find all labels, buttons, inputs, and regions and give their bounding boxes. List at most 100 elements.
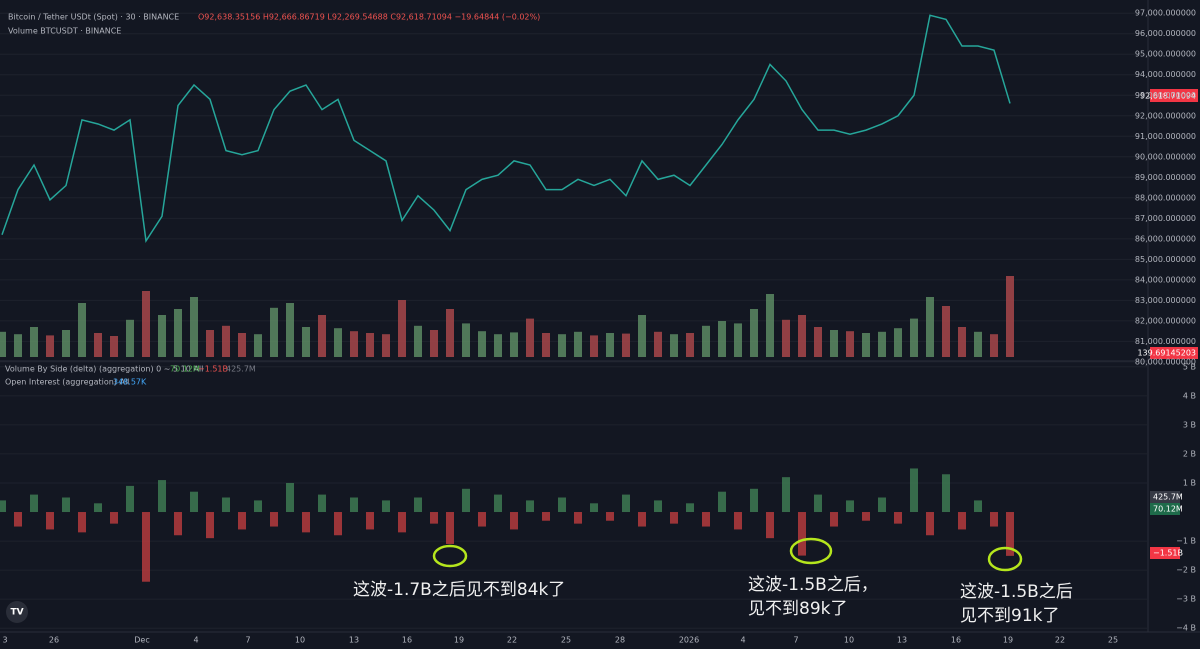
delta-bar bbox=[654, 500, 662, 513]
delta-bar bbox=[126, 485, 134, 513]
y-tick-label: 90,000.000000 bbox=[1135, 152, 1196, 161]
grid bbox=[0, 12, 1148, 629]
delta-bar bbox=[670, 512, 678, 524]
volume-bar bbox=[142, 291, 150, 357]
delta-bar bbox=[494, 494, 502, 513]
delta-bar bbox=[318, 494, 326, 513]
delta-bar bbox=[862, 512, 870, 521]
annotation: 这波-1.5B之后 bbox=[960, 582, 1073, 602]
annotation: 这波-1.5B之后， bbox=[748, 575, 878, 595]
volume-bar bbox=[574, 331, 582, 357]
volume-bar bbox=[702, 325, 710, 357]
delta-bar bbox=[766, 512, 774, 539]
volume-bar bbox=[366, 333, 374, 357]
delta-bar bbox=[270, 512, 278, 527]
delta-bar bbox=[366, 512, 374, 530]
y-tick-label: 94,000.000000 bbox=[1135, 70, 1196, 79]
price-badge-text: 92,618.71094 bbox=[1140, 92, 1196, 101]
delta-bar bbox=[286, 482, 294, 513]
y-tick-label: −2 B bbox=[1176, 566, 1196, 575]
volume-bar bbox=[878, 331, 886, 357]
delta-bar bbox=[30, 494, 38, 513]
volume-bar bbox=[686, 333, 694, 357]
volume-bar bbox=[78, 303, 86, 357]
delta-bar bbox=[558, 497, 566, 513]
delta-bar bbox=[430, 512, 438, 524]
delta-bar bbox=[398, 512, 406, 533]
y-tick-label: 95,000.000000 bbox=[1135, 50, 1196, 59]
x-tick-label: 25 bbox=[1108, 636, 1118, 645]
volume-bar bbox=[430, 330, 438, 357]
volume-label[interactable]: Volume BTCUSDT · BINANCE bbox=[8, 27, 121, 36]
delta-bar bbox=[782, 477, 790, 513]
x-tick-label: 22 bbox=[1055, 636, 1065, 645]
volume-bar bbox=[942, 306, 950, 357]
delta-bar bbox=[382, 500, 390, 513]
x-tick-label: 10 bbox=[844, 636, 854, 645]
y-tick-label: 80,000.000000 bbox=[1135, 357, 1196, 366]
volume-bar bbox=[606, 333, 614, 357]
x-tick-label: 13 bbox=[349, 636, 359, 645]
delta-bar bbox=[238, 512, 246, 530]
delta-bar bbox=[334, 512, 342, 536]
y-tick-label: 97,000.000000 bbox=[1135, 9, 1196, 18]
y-tick-label: 87,000.000000 bbox=[1135, 214, 1196, 223]
volume-badge-text: 139.69145203 bbox=[1137, 349, 1196, 358]
volume-bar bbox=[414, 325, 422, 357]
delta-badge-text: −1.51B bbox=[1153, 549, 1183, 558]
volume-bar bbox=[894, 328, 902, 357]
volume-bar bbox=[814, 327, 822, 357]
y-tick-label: 84,000.000000 bbox=[1135, 275, 1196, 284]
delta-bar bbox=[702, 512, 710, 527]
y-tick-label: 1 B bbox=[1183, 478, 1196, 487]
delta-bar bbox=[94, 503, 102, 513]
symbol[interactable]: Bitcoin / Tether USDt (Spot) · 30 · BINA… bbox=[8, 13, 179, 22]
volume-bar bbox=[670, 334, 678, 357]
delta-bar bbox=[0, 500, 6, 513]
delta-bar bbox=[526, 500, 534, 513]
volume-bar bbox=[382, 334, 390, 357]
y-tick-label: 4 B bbox=[1183, 391, 1196, 400]
delta-label[interactable]: Volume By Side (delta) (aggregation) 0 ~… bbox=[5, 365, 203, 374]
volume-bar bbox=[126, 319, 134, 357]
marks bbox=[0, 14, 1014, 582]
volume-bar bbox=[94, 333, 102, 357]
x-tick-label: 3 bbox=[2, 636, 7, 645]
delta-bar bbox=[734, 512, 742, 530]
oi-label[interactable]: Open Interest (aggregation) All bbox=[5, 378, 129, 387]
volume-bar bbox=[782, 319, 790, 357]
delta-bar bbox=[190, 491, 198, 513]
volume-bar bbox=[910, 318, 918, 357]
delta-bar bbox=[302, 512, 310, 533]
x-tick-label: 26 bbox=[49, 636, 59, 645]
volume-bar bbox=[302, 327, 310, 357]
delta-value: −1.51B bbox=[198, 365, 228, 374]
y-tick-label: 81,000.000000 bbox=[1135, 337, 1196, 346]
volume-bar bbox=[718, 321, 726, 357]
x-tick-label: 25 bbox=[561, 636, 571, 645]
x-tick-label: 22 bbox=[507, 636, 517, 645]
volume-bar bbox=[14, 334, 22, 357]
volume-bar bbox=[734, 323, 742, 357]
volume-bar bbox=[158, 315, 166, 357]
volume-bar bbox=[206, 330, 214, 357]
delta-bar bbox=[110, 512, 118, 524]
svg-text:TV: TV bbox=[10, 608, 23, 618]
delta-bar bbox=[974, 500, 982, 513]
delta-bar bbox=[14, 512, 22, 527]
annotation: 见不到89k了 bbox=[748, 599, 847, 619]
delta-bar bbox=[622, 494, 630, 513]
y-tick-label: 85,000.000000 bbox=[1135, 255, 1196, 264]
delta-bar bbox=[350, 497, 358, 513]
delta-bar bbox=[462, 488, 470, 513]
x-tick-label: 4 bbox=[193, 636, 198, 645]
annotation: 这波-1.7B之后见不到84k了 bbox=[353, 580, 565, 600]
x-tick-label: 2026 bbox=[679, 636, 699, 645]
y-tick-label: −3 B bbox=[1176, 595, 1196, 604]
volume-badge bbox=[1150, 347, 1198, 359]
y-tick-label: −1 B bbox=[1176, 537, 1196, 546]
oi-badge bbox=[1150, 491, 1180, 503]
ohlc: O92,638.35156 H92,666.86719 L92,269.5468… bbox=[198, 13, 540, 22]
delta-bar bbox=[990, 512, 998, 527]
delta-value: 70.12M bbox=[170, 365, 200, 374]
